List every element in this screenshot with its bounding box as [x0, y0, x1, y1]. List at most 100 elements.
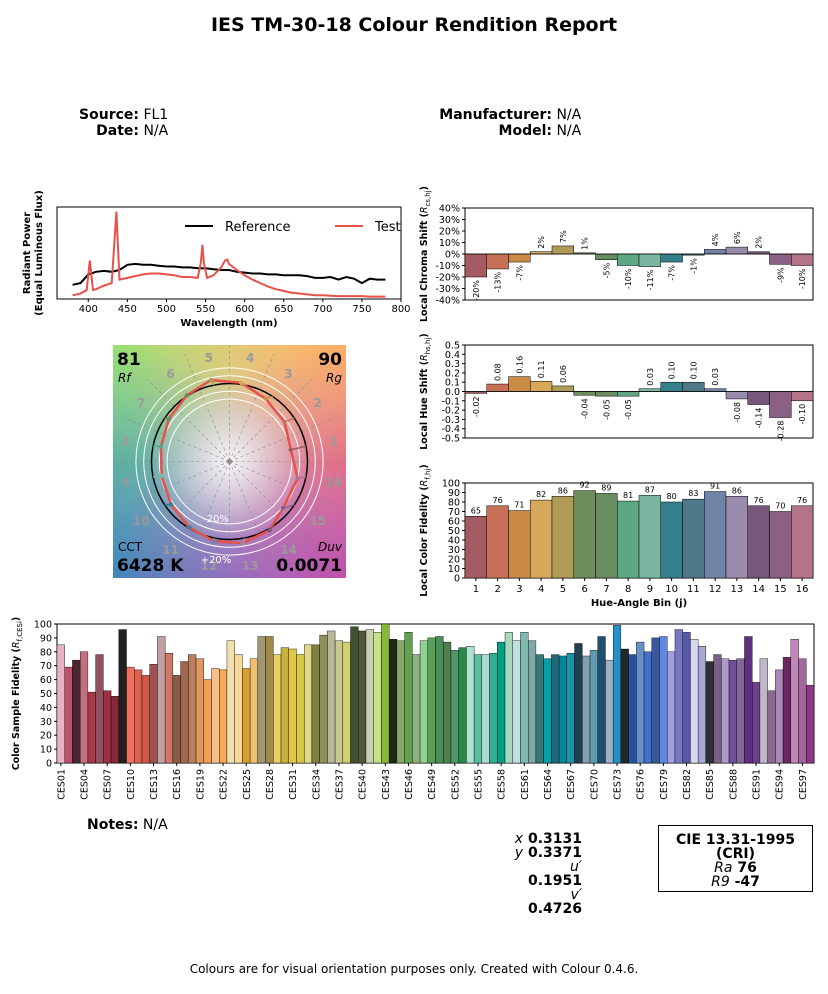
cvg-spoke: [184, 461, 230, 569]
x-value: 0.3131: [527, 831, 582, 847]
bar-bin-15: [769, 391, 792, 418]
bar-ces-74: [620, 648, 629, 764]
ytick-label: 0.1: [445, 378, 460, 389]
bar-ces-41: [365, 629, 374, 764]
ytick-label: 60: [40, 675, 52, 686]
bar-ces-60: [512, 640, 521, 764]
date-row: Date: N/A: [79, 123, 168, 139]
spd-xtick-label: 700: [313, 304, 332, 315]
xtick-label: 1: [473, 584, 479, 595]
data-label: 76: [754, 496, 764, 505]
cvg-bin-label: 13: [242, 559, 259, 573]
xtick-label: 16: [796, 584, 809, 595]
bar-bin-1: [464, 253, 487, 278]
xtick-label: 13: [731, 584, 744, 595]
xtick-label: CES25: [242, 769, 253, 800]
bar-ces-1: [56, 644, 65, 764]
cvg-spoke: [229, 461, 337, 507]
xtick-label: CES76: [636, 769, 647, 800]
bar-ces-52: [450, 650, 459, 764]
data-label: -11%: [646, 269, 655, 290]
data-label: 0.11: [537, 360, 546, 378]
xtick-label: 15: [774, 584, 787, 595]
bar-ces-95: [782, 657, 792, 764]
ytick-label: -0.1: [441, 396, 460, 407]
cvg-arrow-bin-1: [290, 445, 307, 451]
bar-ces-32: [296, 654, 305, 764]
bar-bin-5: [551, 496, 574, 579]
cvg-ring: [166, 398, 293, 525]
ytick-label: 80: [448, 498, 460, 509]
duv-value: 0.0071: [276, 556, 342, 576]
bar-ces-49: [427, 637, 436, 764]
xtick-label: CES88: [728, 769, 739, 800]
bar-ces-2: [64, 666, 73, 764]
xtick-label: CES91: [752, 769, 763, 800]
footer-note: Colours are for visual orientation purpo…: [189, 962, 639, 976]
bar-bin-1: [464, 516, 487, 579]
data-label: -20%: [472, 280, 481, 301]
cvg-bin-label: 3: [284, 367, 292, 381]
data-label: -0.05: [602, 399, 611, 420]
xtick-label: CES07: [103, 769, 114, 800]
spd-xlabel: Wavelength (nm): [180, 318, 277, 329]
ytick-label: 0.0: [445, 387, 460, 398]
hue-svg-ylabel: Local Hue Shift (Rhs,hj): [419, 333, 432, 450]
bar-ces-12: [141, 675, 150, 764]
bar-ces-93: [767, 690, 776, 764]
ytick-label: 90: [40, 633, 52, 644]
xtick-label: 6: [581, 584, 587, 595]
ytick-label: 40: [448, 536, 460, 547]
cvg-bin-label: 15: [309, 514, 326, 528]
data-label: 86: [558, 486, 568, 495]
bar-bin-2: [486, 505, 509, 579]
bar-ces-55: [473, 654, 483, 764]
bar-ces-92: [759, 658, 768, 764]
duv-label: Duv: [318, 540, 343, 554]
legend-label-test: Test: [374, 220, 401, 235]
cvg-spoke: [229, 354, 275, 462]
xtick-label: CES85: [705, 769, 716, 800]
ra-label: Ra: [714, 860, 733, 876]
data-label: -10%: [624, 268, 633, 289]
bar-ces-17: [180, 661, 189, 764]
spd-xtick-label: 450: [118, 304, 137, 315]
bar-bin-9: [638, 388, 661, 392]
xtick-label: 5: [560, 584, 566, 595]
spd-xtick-label: 650: [274, 304, 293, 315]
cvg-bin-label: 8: [121, 434, 129, 448]
data-label: 2%: [537, 236, 546, 249]
xtick-label: 7: [603, 584, 609, 595]
xtick-label: CES34: [311, 769, 322, 800]
bar-ces-57: [489, 652, 498, 764]
data-label: -9%: [776, 267, 785, 283]
local-fidelity-chart: 0102030405060708090100651762713824865926…: [419, 464, 814, 609]
model-row: Model: N/A: [438, 123, 582, 139]
bar-ces-11: [134, 669, 143, 764]
xtick-label: CES40: [358, 769, 369, 800]
cvg-arrowhead-bin-4: [238, 380, 244, 385]
bar-bin-12: [704, 491, 727, 579]
bar-ces-21: [211, 668, 220, 764]
ytick-label: 30: [448, 545, 460, 556]
ytick-label: 0: [454, 574, 460, 585]
spd-frame: [56, 206, 402, 300]
data-label: 86: [732, 486, 742, 495]
data-label: -0.08: [733, 402, 742, 423]
cvg-arrowhead-bin-8: [158, 444, 164, 449]
spd-ylabel: Radiant Power(Equal Luminous Flux): [22, 190, 45, 316]
legend-label-reference: Reference: [225, 220, 290, 235]
ytick-label: -20%: [435, 273, 460, 284]
cvg-spoke: [229, 379, 312, 462]
data-label: -0.28: [776, 421, 785, 442]
xtick-label: CES43: [381, 769, 392, 800]
data-label: -0.05: [624, 399, 633, 420]
ytick-label: -40%: [435, 296, 460, 307]
bar-bin-8: [617, 500, 640, 579]
bar-ces-89: [736, 658, 745, 764]
bar-ces-14: [157, 636, 166, 764]
data-label: 0.03: [646, 368, 655, 386]
bar-ces-53: [458, 647, 467, 764]
bar-ces-16: [172, 675, 181, 764]
bar-bin-14: [747, 505, 770, 579]
